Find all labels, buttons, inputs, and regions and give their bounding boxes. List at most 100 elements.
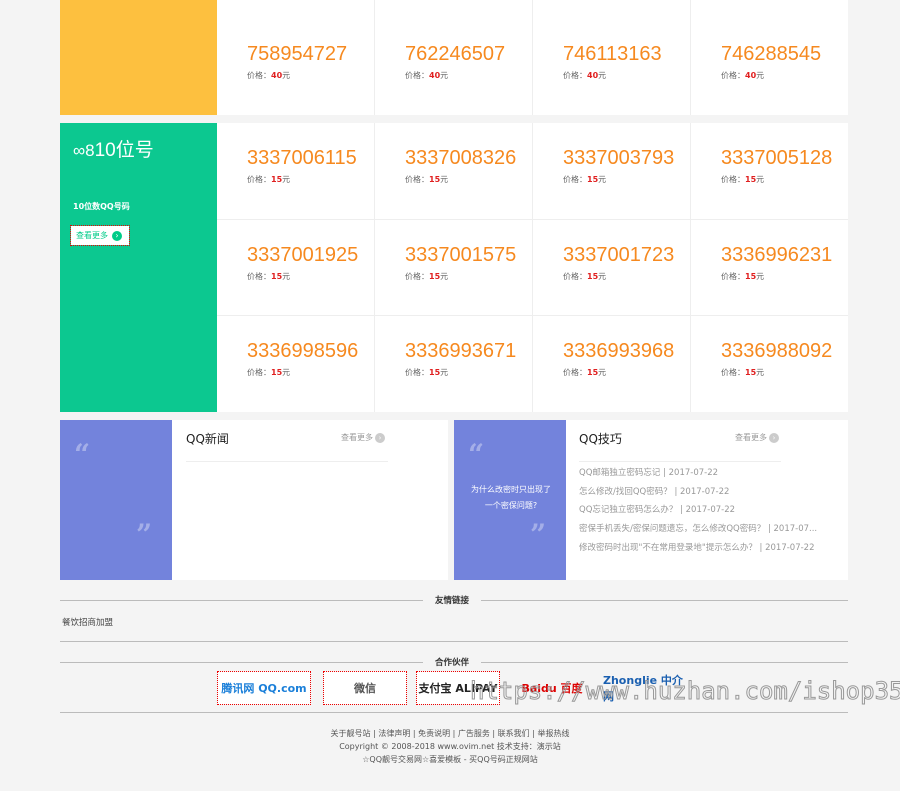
price-value: 15 [271,271,283,281]
qq-number[interactable]: 746113163 [563,43,662,65]
chevron-right-icon: › [112,231,122,241]
number-cell[interactable]: 3337008326 价格：15元 [375,123,532,219]
price-unit: 元 [440,271,449,281]
qq-number[interactable]: 3337001575 [405,243,517,266]
footer-links[interactable]: 关于靓号站 | 法律声明 | 免责说明 | 广告服务 | 联系我们 | 举报热线 [330,729,570,738]
price: 价格：15元 [405,271,532,282]
number-cell[interactable]: 762246507 价格：40元 [375,19,532,115]
price-label: 价格： [247,71,271,80]
tip-link[interactable]: 怎么修改/找回QQ密码？ | 2017-07-22 [579,486,730,497]
price-label: 价格： [405,71,429,80]
tip-link[interactable]: 密保手机丢失/密保问题遗忘，怎么修改QQ密码？ | 2017-07... [579,524,818,535]
number-cell[interactable]: 3336993671 价格：15元 [375,316,532,412]
number-cell[interactable]: 3337005128 价格：15元 [691,123,848,219]
price-unit: 元 [756,175,765,184]
section-desc: 10位数QQ号码 [73,202,130,211]
qq-number[interactable]: 3336998596 [247,340,359,363]
qq-number[interactable]: 3337001723 [563,243,675,266]
price: 价格：15元 [247,367,374,378]
price: 价格：40元 [721,70,848,81]
price-label: 价格： [721,175,745,184]
number-cell[interactable]: 3336996231 价格：15元 [691,219,848,316]
news-title: QQ新闻 [186,432,229,446]
price: 价格：15元 [721,367,848,378]
section-title: ∞810位号 [73,140,154,161]
tencent-logo[interactable]: 腾讯网 QQ.com [217,671,311,705]
qq-number[interactable]: 3337001925 [247,243,359,266]
number-cell[interactable]: 3336993968 价格：15元 [533,316,690,412]
price-unit: 元 [756,271,765,281]
qq-number[interactable]: 3337003793 [563,147,675,169]
price-unit: 元 [756,368,765,378]
price: 价格：15元 [721,174,848,185]
qq-number[interactable]: 3337005128 [721,147,833,169]
number-cell[interactable]: 3337001723 价格：15元 [533,219,690,316]
section-side-panel [60,0,217,115]
number-cell[interactable]: 3337001925 价格：15元 [217,219,374,316]
qq-number[interactable]: 746288545 [721,43,822,65]
qq-number[interactable]: 758954727 [247,43,348,65]
price-value: 40 [587,71,599,80]
number-cell[interactable]: 758954727 价格：40元 [217,19,374,115]
number-cell[interactable]: 3337001575 价格：15元 [375,219,532,316]
price-unit: 元 [440,368,449,378]
quote-open-icon: “ [468,438,485,471]
number-cell[interactable]: 3336988092 价格：15元 [691,316,848,412]
footer-slogan: ☆QQ靓号交易网☆喜爱模板 - 买QQ号码正规网站 [362,755,538,764]
partners-title: 合作伙伴 [423,656,482,668]
price: 价格：15元 [405,367,532,378]
qq-number[interactable]: 762246507 [405,43,506,65]
price-unit: 元 [598,71,607,80]
price-value: 15 [745,271,757,281]
tip-link[interactable]: QQ忘记独立密码怎么办？ | 2017-07-22 [579,505,736,516]
price-label: 价格： [405,368,429,378]
qq-number[interactable]: 3336993968 [563,340,675,363]
alipay-logo[interactable]: 支付宝 ALIPAY [416,671,500,705]
quote-close-icon: ” [530,518,547,551]
price-label: 价格： [721,368,745,378]
tip-link[interactable]: 修改密码时出现"不在常用登录地"提示怎么办？ | 2017-07-22 [579,542,815,553]
tips-quote-text: 为什么改密时只出现了一个密保问题? [471,485,551,510]
qq-number[interactable]: 3336996231 [721,243,833,266]
number-cell[interactable]: 746113163 价格：40元 [533,19,690,115]
price-label: 价格： [563,175,587,184]
price-label: 价格： [247,271,271,281]
news-panel-bg: “” [60,420,172,580]
tip-link[interactable]: QQ邮箱独立密码忘记 | 2017-07-22 [579,468,719,478]
number-cell[interactable]: 3337006115 价格：15元 [217,123,374,219]
price-label: 价格： [563,71,587,80]
friend-link[interactable]: 餐饮招商加盟 [62,618,114,628]
friend-links-title: 友情链接 [423,594,482,606]
users-icon: ∞8 [73,141,95,160]
price-label: 价格： [563,368,587,378]
tips-quote-panel[interactable]: “ ” 为什么改密时只出现了一个密保问题? [454,420,566,580]
chevron-right-icon: › [769,433,779,443]
price-unit: 元 [282,368,291,378]
price-label: 价格： [563,271,587,281]
price: 价格：15元 [405,174,532,185]
qq-number[interactable]: 3337006115 [247,147,357,169]
qq-number[interactable]: 3336988092 [721,340,833,363]
baidu-logo[interactable]: Baidu 百度 [521,682,583,695]
price-value: 15 [429,368,441,378]
price-label: 价格： [721,271,745,281]
wechat-logo[interactable]: 微信 [323,671,407,705]
price: 价格：15元 [247,174,374,185]
price-unit: 元 [598,175,607,184]
price-label: 价格： [247,368,271,378]
footer-copyright: Copyright © 2008-2018 www.ovim.net 技术支持：… [339,742,561,751]
price-unit: 元 [440,175,449,184]
qq-number[interactable]: 3336993671 [405,340,517,363]
number-cell[interactable]: 3336998596 价格：15元 [217,316,374,412]
section-10-digit: ∞810位号 10位数QQ号码 查看更多 › 3337006115 价格：15元 … [60,123,848,412]
price-unit: 元 [282,175,291,184]
price: 价格：40元 [247,70,374,81]
news-more-link[interactable]: 查看更多 › [341,432,385,443]
price-label: 价格： [247,175,271,184]
zhongjie-logo[interactable]: Zhonglie 中介网 [603,674,683,703]
tips-more-link[interactable]: 查看更多 › [735,432,779,443]
view-more-button[interactable]: 查看更多 › [70,225,130,246]
number-cell[interactable]: 3337003793 价格：15元 [533,123,690,219]
number-cell[interactable]: 746288545 价格：40元 [691,19,848,115]
qq-number[interactable]: 3337008326 [405,147,517,169]
